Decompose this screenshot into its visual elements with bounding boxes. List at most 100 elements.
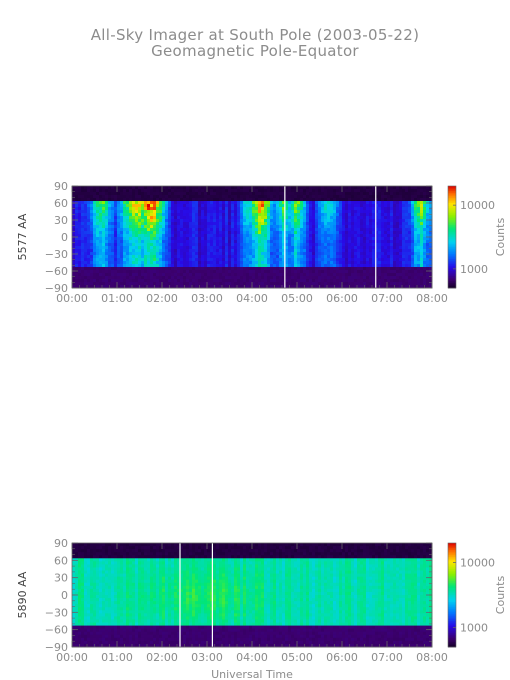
- heatmap-cell: [327, 255, 331, 259]
- heatmap-cell: [207, 282, 211, 286]
- heatmap-cell: [393, 255, 397, 259]
- heatmap-cell: [369, 198, 373, 202]
- heatmap-cell: [255, 225, 259, 229]
- heatmap-cell: [87, 216, 91, 220]
- heatmap-cell: [300, 243, 304, 247]
- heatmap-cell: [153, 222, 157, 226]
- heatmap-cell: [417, 234, 421, 238]
- colorbar-swatch: [448, 272, 456, 275]
- heatmap-cell: [372, 249, 376, 253]
- heatmap-cell: [318, 216, 322, 220]
- heatmap-cell: [87, 622, 91, 626]
- heatmap-cell: [282, 195, 286, 199]
- heatmap-cell: [126, 573, 130, 578]
- heatmap-cell: [405, 240, 409, 244]
- heatmap-cell: [312, 258, 316, 262]
- heatmap-cell: [129, 255, 133, 259]
- heatmap-cell: [318, 255, 322, 259]
- heatmap-cell: [72, 243, 76, 247]
- heatmap-cell: [207, 270, 211, 274]
- heatmap-cell: [399, 210, 403, 214]
- heatmap-cell: [357, 246, 361, 250]
- heatmap-cell: [333, 228, 337, 232]
- heatmap-cell: [354, 198, 358, 202]
- heatmap-cell: [102, 598, 106, 602]
- heatmap-cell: [384, 192, 388, 196]
- heatmap-cell: [261, 258, 265, 262]
- heatmap-cell: [126, 219, 130, 223]
- heatmap-cell: [390, 246, 394, 250]
- heatmap-cell: [267, 201, 271, 205]
- heatmap-cell: [423, 195, 427, 199]
- heatmap-cell: [276, 270, 280, 274]
- heatmap-cell: [114, 225, 118, 229]
- heatmap-cell: [369, 222, 373, 226]
- heatmap-cell: [204, 258, 208, 262]
- heatmap-cell: [114, 582, 118, 587]
- heatmap-cell: [171, 192, 175, 196]
- heatmap-cell: [75, 204, 79, 208]
- heatmap-cell: [351, 243, 355, 247]
- heatmap-cell: [258, 276, 262, 280]
- heatmap-cell: [168, 258, 172, 262]
- heatmap-cell: [423, 213, 427, 217]
- heatmap-cell: [78, 595, 82, 599]
- heatmap-cell: [81, 252, 85, 256]
- heatmap-cell: [192, 198, 196, 202]
- heatmap-cell: [258, 192, 262, 196]
- heatmap-cell: [399, 192, 403, 196]
- heatmap-cell: [102, 613, 106, 617]
- heatmap-cell: [225, 222, 229, 226]
- heatmap-cell: [384, 207, 388, 211]
- heatmap-cell: [216, 228, 220, 232]
- heatmap-cell: [102, 570, 106, 574]
- heatmap-cell: [390, 249, 394, 253]
- heatmap-cell: [381, 255, 385, 259]
- heatmap-cell: [330, 192, 334, 196]
- heatmap-cell: [219, 261, 223, 265]
- heatmap-cell: [363, 201, 367, 205]
- heatmap-cell: [279, 213, 283, 217]
- heatmap-cell: [120, 591, 124, 596]
- heatmap-cell: [120, 225, 124, 229]
- heatmap-cell: [123, 555, 127, 559]
- heatmap-cell: [114, 198, 118, 202]
- heatmap-cell: [387, 237, 391, 241]
- heatmap-cell: [111, 567, 115, 571]
- heatmap-cell: [429, 279, 433, 283]
- heatmap-cell: [147, 225, 151, 229]
- heatmap-cell: [90, 189, 94, 193]
- heatmap-cell: [93, 249, 97, 253]
- heatmap-cell: [147, 222, 151, 226]
- heatmap-cell: [378, 282, 382, 286]
- colorbar-swatch: [448, 211, 456, 214]
- heatmap-cell: [285, 225, 289, 229]
- heatmap-cell: [357, 192, 361, 196]
- heatmap-cell: [177, 204, 181, 208]
- heatmap-cell: [72, 567, 76, 571]
- heatmap-cell: [177, 198, 181, 202]
- heatmap-cell: [306, 282, 310, 286]
- heatmap-cell: [411, 255, 415, 259]
- heatmap-cell: [87, 558, 91, 562]
- heatmap-cell: [153, 276, 157, 280]
- heatmap-cell: [132, 285, 136, 289]
- heatmap-cell: [303, 237, 307, 241]
- heatmap-cell: [330, 258, 334, 262]
- heatmap-cell: [174, 237, 178, 241]
- heatmap-cell: [201, 213, 205, 217]
- heatmap-cell: [204, 213, 208, 217]
- heatmap-cell: [396, 195, 400, 199]
- heatmap-cell: [156, 231, 160, 235]
- heatmap-cell: [144, 264, 148, 268]
- heatmap-cell: [198, 222, 202, 226]
- heatmap-cell: [75, 213, 79, 217]
- heatmap-cell: [309, 273, 313, 277]
- heatmap-cell: [210, 273, 214, 277]
- heatmap-cell: [369, 219, 373, 223]
- heatmap-cell: [255, 195, 259, 199]
- heatmap-cell: [99, 558, 103, 562]
- heatmap-cell: [330, 204, 334, 208]
- heatmap-cell: [96, 625, 100, 630]
- heatmap-cell: [369, 270, 373, 274]
